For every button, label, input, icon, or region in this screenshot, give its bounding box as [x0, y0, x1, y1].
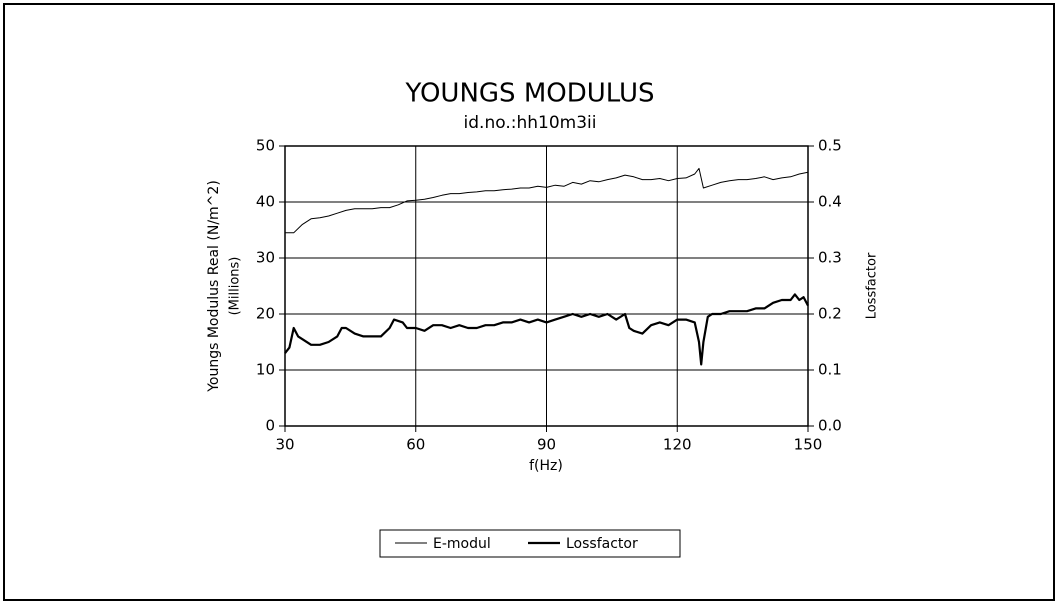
y2-tick-label: 0.2 — [818, 305, 842, 323]
y2-tick-label: 0.5 — [818, 137, 842, 155]
y-tick-label: 40 — [256, 193, 275, 211]
legend-box — [379, 529, 681, 558]
y-axis-label: Youngs Modulus Real (N/m^2) — [206, 180, 222, 393]
y2-tick-label: 0.4 — [818, 193, 842, 211]
chart-subtitle: id.no.:hh10m3ii — [464, 113, 597, 133]
x-tick-label: 60 — [406, 436, 425, 454]
y2-tick-label: 0.3 — [818, 249, 842, 267]
y-tick-label: 0 — [265, 417, 275, 435]
x-tick-label: 150 — [794, 436, 823, 454]
x-tick-label: 120 — [663, 436, 692, 454]
y2-tick-label: 0.1 — [818, 361, 842, 379]
y-tick-label: 30 — [256, 249, 275, 267]
legend-label: E-modul — [433, 536, 491, 552]
legend-label: Lossfactor — [566, 536, 638, 552]
series-line — [285, 167, 809, 234]
x-axis-label: f(Hz) — [529, 458, 563, 474]
frame — [3, 3, 1055, 601]
y-tick-label: 20 — [256, 305, 275, 323]
chart-title: YOUNGS MODULUS — [405, 79, 655, 109]
x-tick-label: 90 — [537, 436, 556, 454]
y2-tick-label: 0.0 — [818, 417, 842, 435]
y2-axis-label: Lossfactor — [865, 252, 880, 319]
y-axis-label-2: (Millions) — [228, 257, 243, 316]
y-tick-label: 50 — [256, 137, 275, 155]
plot-border — [284, 145, 809, 427]
series-line — [284, 293, 809, 366]
x-tick-label: 30 — [275, 436, 294, 454]
y-tick-label: 10 — [256, 361, 275, 379]
